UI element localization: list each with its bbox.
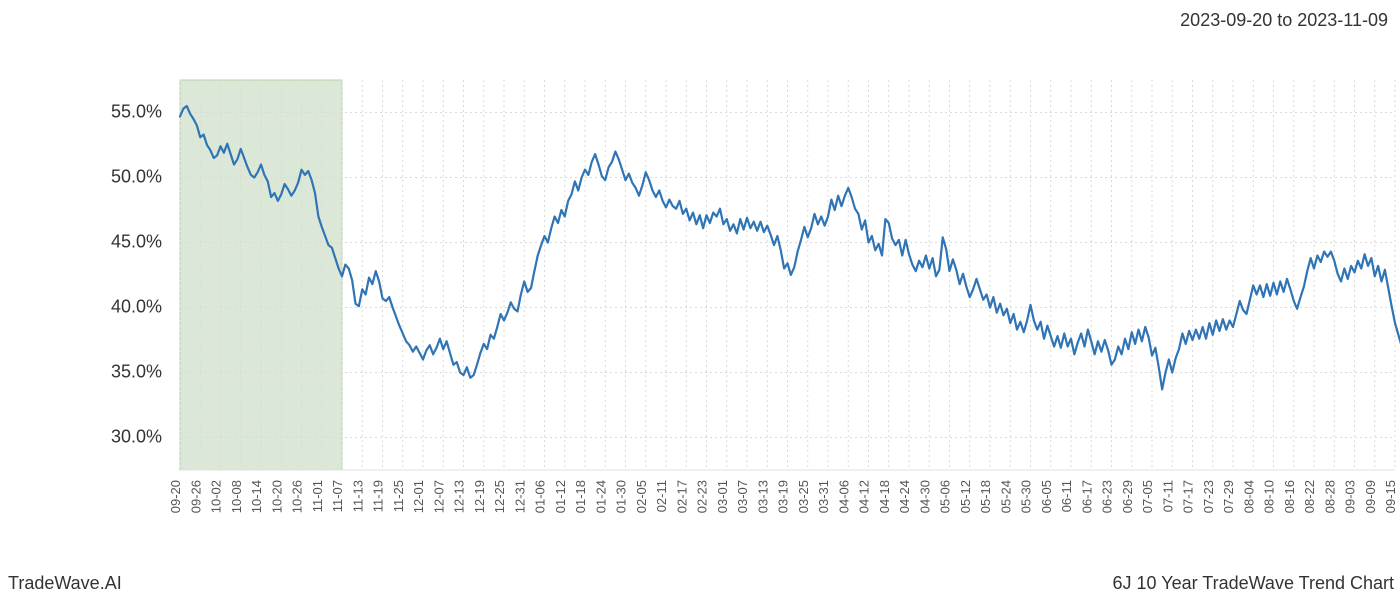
x-tick-label: 03-25 [796, 480, 811, 513]
y-tick-label: 40.0% [111, 296, 162, 316]
x-tick-label: 07-05 [1140, 480, 1155, 513]
x-tick-label: 10-14 [249, 480, 264, 513]
y-tick-label: 30.0% [111, 426, 162, 446]
x-tick-label: 09-09 [1363, 480, 1378, 513]
x-tick-label: 10-02 [209, 480, 224, 513]
x-tick-label: 04-18 [877, 480, 892, 513]
x-tick-label: 03-31 [816, 480, 831, 513]
y-tick-label: 35.0% [111, 361, 162, 381]
trend-chart: 30.0% 35.0% 40.0% 45.0% 50.0% 55.0% 09-20 09-26… [0, 0, 1400, 600]
x-tick-label: 05-18 [978, 480, 993, 513]
x-tick-label: 01-06 [533, 480, 548, 513]
x-tick-label: 08-10 [1262, 480, 1277, 513]
x-tick-label: 09-26 [188, 480, 203, 513]
x-tick-label: 05-06 [938, 480, 953, 513]
x-tick-label: 07-29 [1221, 480, 1236, 513]
x-tick-label: 07-23 [1201, 480, 1216, 513]
y-tick-label: 55.0% [111, 101, 162, 121]
x-tick-label: 06-29 [1120, 480, 1135, 513]
x-tick-label: 11-07 [330, 480, 345, 512]
x-tick-label: 06-05 [1039, 480, 1054, 513]
x-tick-label: 12-07 [431, 480, 446, 513]
x-tick-label: 02-23 [695, 480, 710, 513]
x-tick-label: 12-25 [492, 480, 507, 513]
x-tick-label: 06-11 [1059, 480, 1074, 512]
x-tick-label: 03-19 [776, 480, 791, 513]
x-tick-label: 04-12 [857, 480, 872, 513]
x-tick-label: 10-26 [290, 480, 305, 513]
y-tick-label: 45.0% [111, 231, 162, 251]
x-tick-label: 07-11 [1160, 480, 1175, 512]
x-tick-label: 05-30 [1019, 480, 1034, 513]
x-tick-label: 09-15 [1383, 480, 1398, 513]
x-tick-label: 02-05 [634, 480, 649, 513]
y-tick-label: 50.0% [111, 166, 162, 186]
x-tick-label: 05-24 [998, 480, 1013, 513]
x-tick-label: 07-17 [1181, 480, 1196, 513]
x-tick-label: 10-20 [269, 480, 284, 513]
x-tick-label: 06-17 [1079, 480, 1094, 513]
x-tick-label: 10-08 [229, 480, 244, 513]
x-tick-label: 09-20 [168, 480, 183, 513]
footer-brand: TradeWave.AI [8, 573, 122, 594]
x-tick-label: 11-25 [391, 480, 406, 512]
x-tick-label: 04-06 [836, 480, 851, 513]
x-tick-label: 11-01 [310, 480, 325, 512]
x-tick-label: 08-04 [1241, 480, 1256, 513]
x-tick-label: 01-24 [593, 480, 608, 513]
x-tick-label: 11-13 [350, 480, 365, 512]
x-tick-label: 08-28 [1322, 480, 1337, 513]
x-tick-label: 02-17 [674, 480, 689, 513]
x-tick-label: 11-19 [371, 480, 386, 512]
x-tick-label: 09-03 [1343, 480, 1358, 513]
x-tick-label: 03-13 [755, 480, 770, 513]
x-tick-label: 12-01 [411, 480, 426, 513]
date-range-label: 2023-09-20 to 2023-11-09 [1180, 10, 1388, 31]
x-tick-label: 12-19 [472, 480, 487, 513]
x-tick-label: 03-01 [715, 480, 730, 513]
x-tick-label: 02-11 [654, 480, 669, 512]
x-tick-label: 01-30 [614, 480, 629, 513]
chart-container: 2023-09-20 to 2023-11-09 30.0% 35.0% 40.0%… [0, 0, 1400, 600]
x-tick-label: 08-22 [1302, 480, 1317, 513]
x-tick-label: 04-30 [917, 480, 932, 513]
x-tick-label: 01-18 [573, 480, 588, 513]
x-tick-label: 03-07 [735, 480, 750, 513]
x-tick-label: 01-12 [553, 480, 568, 513]
x-tick-label: 08-16 [1282, 480, 1297, 513]
x-tick-label: 12-31 [512, 480, 527, 513]
x-tick-label: 12-13 [452, 480, 467, 513]
x-tick-label: 05-12 [958, 480, 973, 513]
x-tick-label: 06-23 [1100, 480, 1115, 513]
footer-title: 6J 10 Year TradeWave Trend Chart [1113, 573, 1395, 594]
x-tick-label: 04-24 [897, 480, 912, 513]
